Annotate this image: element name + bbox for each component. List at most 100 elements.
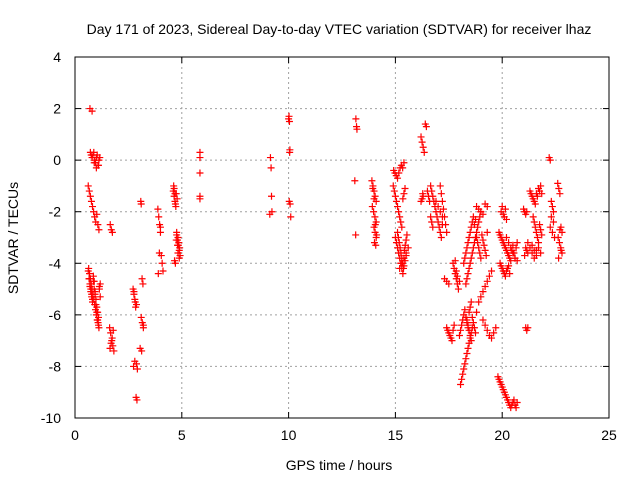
data-point <box>505 262 513 270</box>
data-point <box>389 182 397 190</box>
x-axis-label: GPS time / hours <box>286 457 393 473</box>
data-point <box>452 267 460 275</box>
data-point <box>138 347 146 355</box>
data-point <box>268 192 276 200</box>
data-point <box>535 244 543 252</box>
data-point <box>556 226 564 234</box>
data-point <box>548 203 556 211</box>
data-point <box>398 223 406 231</box>
data-point <box>474 223 482 231</box>
data-point <box>502 215 510 223</box>
data-point <box>459 370 467 378</box>
data-point <box>174 249 182 257</box>
data-point <box>395 208 403 216</box>
data-point <box>532 252 540 260</box>
data-point <box>373 231 381 239</box>
data-point <box>530 218 538 226</box>
data-point <box>402 249 410 257</box>
data-point <box>109 326 117 334</box>
data-point <box>394 228 402 236</box>
data-point <box>476 249 484 257</box>
data-point <box>404 244 412 252</box>
data-point <box>286 200 294 208</box>
data-point <box>462 280 470 288</box>
data-point <box>85 187 93 195</box>
data-point <box>513 239 521 247</box>
x-tick-label: 10 <box>281 427 297 443</box>
x-tick-label: 15 <box>388 427 404 443</box>
axis-ticks: 0 5 10 15 20 25 -10 -8 -6 -4 -2 0 2 4 <box>41 49 617 443</box>
data-point <box>479 236 487 244</box>
data-point <box>479 210 487 218</box>
x-tick-label: 0 <box>71 427 79 443</box>
data-point <box>286 148 294 156</box>
data-point <box>513 399 521 407</box>
data-point <box>400 254 408 262</box>
data-point <box>490 329 498 337</box>
data-point <box>554 179 562 187</box>
data-point <box>394 174 402 182</box>
data-point <box>417 197 425 205</box>
data-point <box>463 275 471 283</box>
data-point <box>555 185 563 193</box>
data-point <box>419 143 427 151</box>
data-point <box>507 244 515 252</box>
data-points <box>84 105 566 412</box>
data-point <box>453 272 461 280</box>
data-point <box>481 282 489 290</box>
data-point <box>549 218 557 226</box>
data-point <box>371 221 379 229</box>
data-point <box>370 208 378 216</box>
data-point <box>451 257 459 265</box>
data-point <box>464 321 472 329</box>
data-point <box>95 226 103 234</box>
y-tick-label: -8 <box>49 358 62 374</box>
data-point <box>462 249 470 257</box>
data-point <box>501 272 509 280</box>
data-point <box>400 159 408 167</box>
data-point <box>436 228 444 236</box>
data-point <box>173 195 181 203</box>
data-point <box>87 197 95 205</box>
data-point <box>464 270 472 278</box>
data-point <box>481 321 489 329</box>
data-point <box>463 350 471 358</box>
data-point <box>467 337 475 345</box>
y-tick-label: 4 <box>53 49 61 65</box>
data-point <box>442 221 450 229</box>
data-point <box>467 298 475 306</box>
data-point <box>485 272 493 280</box>
data-point <box>450 321 458 329</box>
data-point <box>90 159 98 167</box>
data-point <box>106 324 114 332</box>
data-point <box>461 306 469 314</box>
data-point <box>130 288 138 296</box>
data-point <box>110 347 118 355</box>
data-point <box>506 270 514 278</box>
grid-lines <box>75 57 609 418</box>
data-point <box>85 264 93 272</box>
data-point <box>133 301 141 309</box>
y-axis-label: SDTVAR / TECUs <box>5 182 21 294</box>
data-point <box>479 288 487 296</box>
data-point <box>93 210 101 218</box>
data-point <box>533 234 541 241</box>
data-point <box>470 324 478 332</box>
data-point <box>93 303 101 311</box>
data-point <box>460 259 468 267</box>
data-point <box>155 213 163 221</box>
data-point <box>537 226 545 234</box>
data-point <box>475 298 483 306</box>
data-point <box>196 195 204 203</box>
data-point <box>546 223 554 231</box>
data-point <box>106 344 114 352</box>
data-point <box>396 213 404 221</box>
data-point <box>546 156 554 164</box>
data-point <box>351 177 359 185</box>
data-point <box>368 177 376 185</box>
data-point <box>555 254 563 262</box>
data-point <box>473 234 481 241</box>
data-point <box>428 218 436 226</box>
data-point <box>465 326 473 334</box>
